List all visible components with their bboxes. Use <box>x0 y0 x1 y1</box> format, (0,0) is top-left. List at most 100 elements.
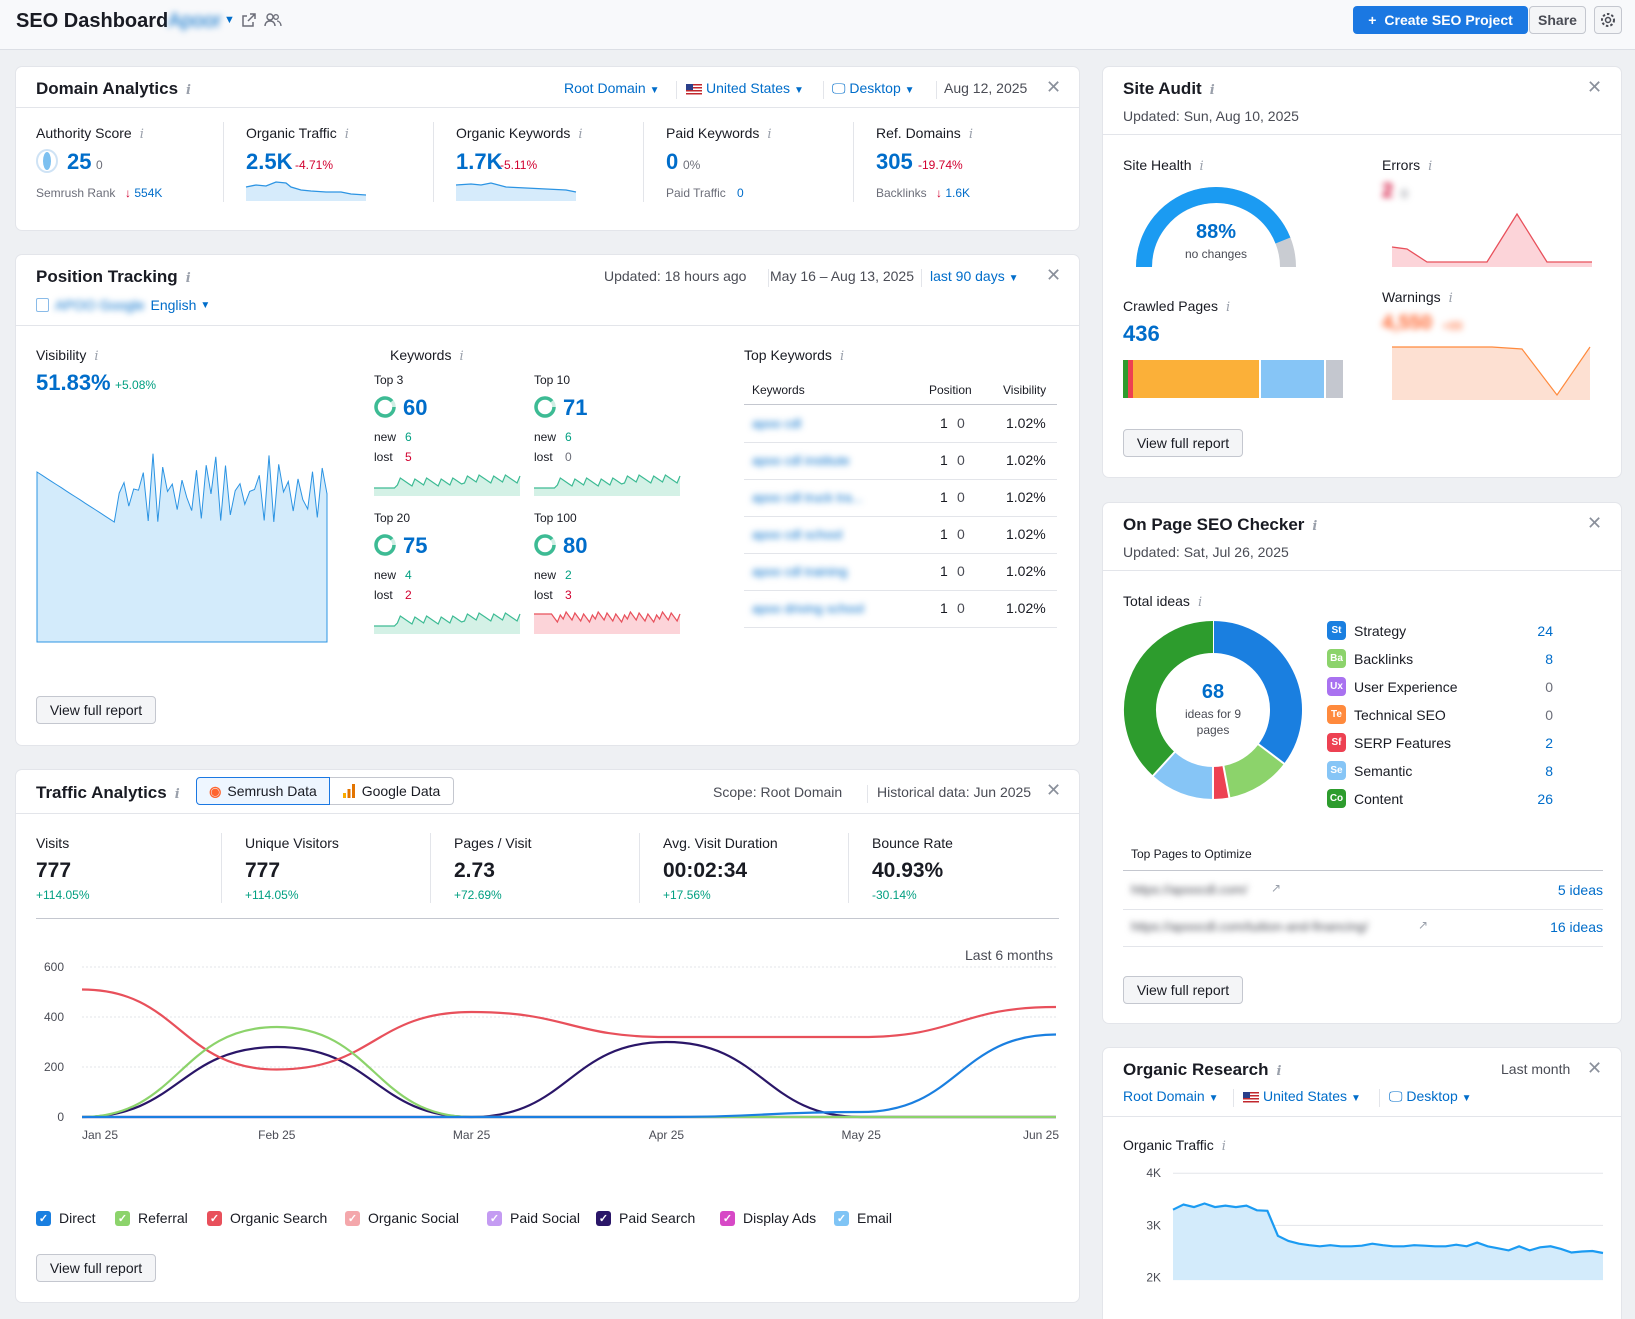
close-icon[interactable]: ✕ <box>1046 265 1062 285</box>
share-button[interactable]: Share <box>1529 6 1586 34</box>
legend-email[interactable]: ✓ Email <box>834 1210 892 1226</box>
keyword-link[interactable]: apoo cdl institute <box>752 453 850 468</box>
root-domain-select[interactable]: Root Domain ▼ <box>1123 1088 1219 1104</box>
view-full-report-button[interactable]: View full report <box>36 696 156 724</box>
donut-slice-semantic[interactable] <box>1153 751 1214 799</box>
external-link-icon[interactable] <box>241 12 257 28</box>
lost-label: lost <box>374 450 393 464</box>
idea-count[interactable]: 0 <box>1545 679 1553 695</box>
idea-count[interactable]: 24 <box>1537 623 1553 639</box>
keyword-position: 1 <box>940 452 948 468</box>
paid-traffic-value[interactable]: 0 <box>737 186 744 200</box>
errors-value[interactable]: 2 <box>1382 180 1394 202</box>
view-full-report-button[interactable]: View full report <box>1123 429 1243 457</box>
root-domain-select[interactable]: Root Domain ▼ <box>564 80 660 96</box>
keyword-link[interactable]: apoo cdl school <box>752 527 843 542</box>
total-ideas-value[interactable]: 68 <box>1201 681 1225 703</box>
view-full-report-button[interactable]: View full report <box>36 1254 156 1282</box>
organic-traffic-sparkline <box>245 181 367 201</box>
x-tick-label: Jan 25 <box>82 1128 118 1142</box>
keyword-visibility: 1.02% <box>1006 415 1046 431</box>
tab-semrush-data[interactable]: ◉ Semrush Data <box>196 777 330 805</box>
idea-count[interactable]: 26 <box>1537 791 1553 807</box>
create-seo-project-button[interactable]: + Create SEO Project <box>1353 6 1528 34</box>
legend-paid-search[interactable]: ✓ Paid Search <box>596 1210 695 1226</box>
page-ideas-link[interactable]: 5 ideas <box>1557 882 1603 898</box>
project-dropdown-icon[interactable]: ▼ <box>224 14 235 26</box>
lost-value: 2 <box>405 588 412 602</box>
idea-technical-seo[interactable]: Te Technical SEO <box>1327 705 1446 724</box>
site-health-value[interactable]: 88% <box>1195 221 1237 243</box>
page-ideas-link[interactable]: 16 ideas <box>1550 919 1603 935</box>
idea-count[interactable]: 2 <box>1545 735 1553 751</box>
organic-keywords-change: -5.11% <box>500 158 538 172</box>
keyword-link[interactable]: apoo cdl <box>752 416 802 431</box>
external-link-icon[interactable]: ↗ <box>1271 881 1282 895</box>
legend-organic-social[interactable]: ✓ Organic Social <box>345 1210 459 1226</box>
crawled-pages-value[interactable]: 436 <box>1123 321 1160 346</box>
domain-analytics-title: Domain Analytics i <box>36 79 191 98</box>
donut-slice-backlinks[interactable] <box>1222 743 1285 798</box>
project-name[interactable]: Apoor <box>168 10 222 32</box>
close-icon[interactable]: ✕ <box>1046 77 1062 97</box>
warnings-value[interactable]: 4,550 <box>1382 312 1433 334</box>
close-icon[interactable]: ✕ <box>1587 77 1603 97</box>
period-label: Last 6 months <box>965 947 1053 963</box>
col-visibility: Visibility <box>1003 383 1047 397</box>
country-select[interactable]: United States ▼ <box>1243 1088 1361 1104</box>
engine-select[interactable]: APOO Google English ▼ <box>36 297 210 313</box>
period-select[interactable]: last 90 days ▼ <box>930 268 1019 284</box>
settings-button[interactable] <box>1594 6 1622 34</box>
users-icon[interactable] <box>264 12 282 28</box>
idea-count[interactable]: 8 <box>1545 763 1553 779</box>
backlinks-value[interactable]: ↓ 1.6K <box>936 186 971 200</box>
device-select[interactable]: 🖵 Desktop ▼ <box>1389 1088 1472 1104</box>
tab-google-data[interactable]: Google Data <box>330 777 454 805</box>
y-tick-label: 3K <box>1146 1218 1161 1232</box>
page-url[interactable]: https://apoocdl.com/tuition-and-financin… <box>1131 919 1369 934</box>
view-full-report-button[interactable]: View full report <box>1123 976 1243 1004</box>
close-icon[interactable]: ✕ <box>1587 1058 1603 1078</box>
external-link-icon[interactable]: ↗ <box>1418 918 1429 932</box>
keywords-label: Keywords i <box>390 347 464 364</box>
traffic-metric-change: +114.05% <box>245 888 299 902</box>
legend-organic-search[interactable]: ✓ Organic Search <box>207 1210 327 1226</box>
close-icon[interactable]: ✕ <box>1046 780 1062 800</box>
kw-group-value[interactable]: 71 <box>563 395 588 420</box>
kw-group-value[interactable]: 60 <box>403 395 428 420</box>
idea-content[interactable]: Co Content <box>1327 789 1403 808</box>
donut-slice-strategy[interactable] <box>1212 621 1302 764</box>
checkbox-icon: ✓ <box>115 1210 130 1226</box>
new-value: 2 <box>565 568 572 582</box>
semrush-rank-value[interactable]: ↓ 554K <box>125 186 163 200</box>
ref-domains-value[interactable]: 305 <box>876 149 913 174</box>
paid-keywords-value[interactable]: 0 <box>666 149 679 174</box>
idea-backlinks[interactable]: Ba Backlinks <box>1327 649 1413 668</box>
page-url[interactable]: https://apoocdl.com/ <box>1131 882 1248 897</box>
organic-keywords-value[interactable]: 1.7K <box>456 149 503 174</box>
idea-user-experience[interactable]: Ux User Experience <box>1327 677 1458 696</box>
legend-direct[interactable]: ✓ Direct <box>36 1210 96 1226</box>
kw-group-value[interactable]: 80 <box>563 533 588 558</box>
legend-paid-social[interactable]: ✓ Paid Social <box>487 1210 580 1226</box>
donut-slice-serp-features[interactable] <box>1212 765 1230 799</box>
new-label: new <box>534 568 557 582</box>
idea-count[interactable]: 0 <box>1545 707 1553 723</box>
donut-slice-content[interactable] <box>1124 621 1214 776</box>
organic-traffic-value[interactable]: 2.5K <box>246 149 293 174</box>
keyword-link[interactable]: apoo driving school <box>752 601 865 616</box>
us-flag-icon <box>1243 1091 1259 1103</box>
checkbox-icon: ✓ <box>596 1210 611 1226</box>
close-icon[interactable]: ✕ <box>1587 513 1603 533</box>
legend-display-ads[interactable]: ✓ Display Ads <box>720 1210 816 1226</box>
idea-count[interactable]: 8 <box>1545 651 1553 667</box>
device-select[interactable]: 🖵 Desktop ▼ <box>832 80 915 96</box>
keyword-link[interactable]: apoo cdl training <box>752 564 848 579</box>
idea-strategy[interactable]: St Strategy <box>1327 621 1406 640</box>
kw-group-value[interactable]: 75 <box>403 533 428 558</box>
country-select[interactable]: United States ▼ <box>686 80 804 96</box>
idea-serp-features[interactable]: Sf SERP Features <box>1327 733 1451 752</box>
idea-semantic[interactable]: Se Semantic <box>1327 761 1412 780</box>
legend-referral[interactable]: ✓ Referral <box>115 1210 188 1226</box>
keyword-link[interactable]: apoo cdl truck tra... <box>752 490 863 505</box>
